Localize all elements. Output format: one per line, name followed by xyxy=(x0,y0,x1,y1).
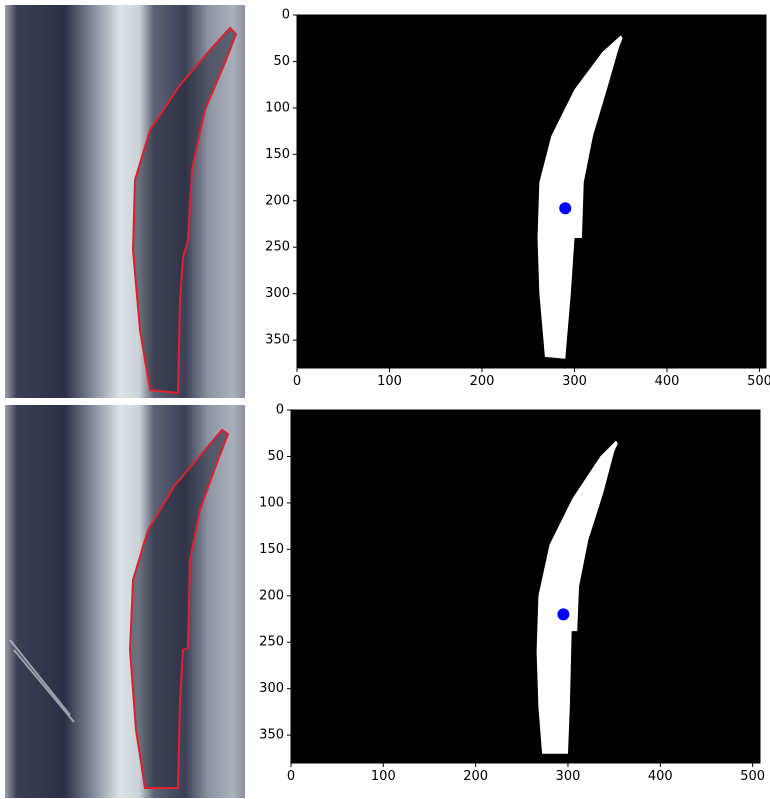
x-tick-label: 100 xyxy=(377,374,402,389)
x-tick-label: 500 xyxy=(747,374,770,389)
y-tick-label: 250 xyxy=(259,635,284,650)
x-tick-label: 400 xyxy=(655,374,680,389)
x-tick-label: 200 xyxy=(463,769,488,784)
y-tick-label: 50 xyxy=(273,54,290,69)
y-tick-label: 350 xyxy=(259,728,284,743)
y-tick-label: 150 xyxy=(259,542,284,557)
x-tick-label: 200 xyxy=(470,374,495,389)
y-tick-label: 0 xyxy=(282,8,290,23)
plot-area xyxy=(297,15,766,368)
x-tick-label: 0 xyxy=(293,374,301,389)
ultrasound-image xyxy=(5,405,245,798)
y-tick-label: 100 xyxy=(259,495,284,510)
x-tick-label: 500 xyxy=(740,769,765,784)
x-tick-label: 300 xyxy=(562,374,587,389)
plot-area xyxy=(291,410,760,763)
y-tick-label: 350 xyxy=(265,333,290,348)
y-tick-label: 250 xyxy=(265,240,290,255)
y-tick-label: 0 xyxy=(276,403,284,418)
figure: 0501001502002503003500100200300400500 05… xyxy=(0,0,770,799)
y-tick-label: 300 xyxy=(265,286,290,301)
mask-panel: 0 50 100 150 200 250 300 350 0 100 200 300 400 500 xyxy=(265,8,770,390)
centroid-point xyxy=(559,202,571,214)
y-tick-label: 100 xyxy=(265,100,290,115)
x-tick-label: 400 xyxy=(648,769,673,784)
y-tick-label: 200 xyxy=(259,588,284,603)
centroid-point xyxy=(557,608,569,620)
y-tick-label: 150 xyxy=(265,147,290,162)
y-tick-label: 200 xyxy=(265,193,290,208)
y-tick-label: 50 xyxy=(267,449,284,464)
mask-panel: 0 50 100 150 200 250 300 350 0 100 200 300 400 500 xyxy=(259,403,765,785)
y-tick-label: 300 xyxy=(259,681,284,696)
x-tick-label: 0 xyxy=(287,769,295,784)
ultrasound-image xyxy=(5,5,245,398)
x-tick-label: 100 xyxy=(371,769,396,784)
x-tick-label: 300 xyxy=(556,769,581,784)
